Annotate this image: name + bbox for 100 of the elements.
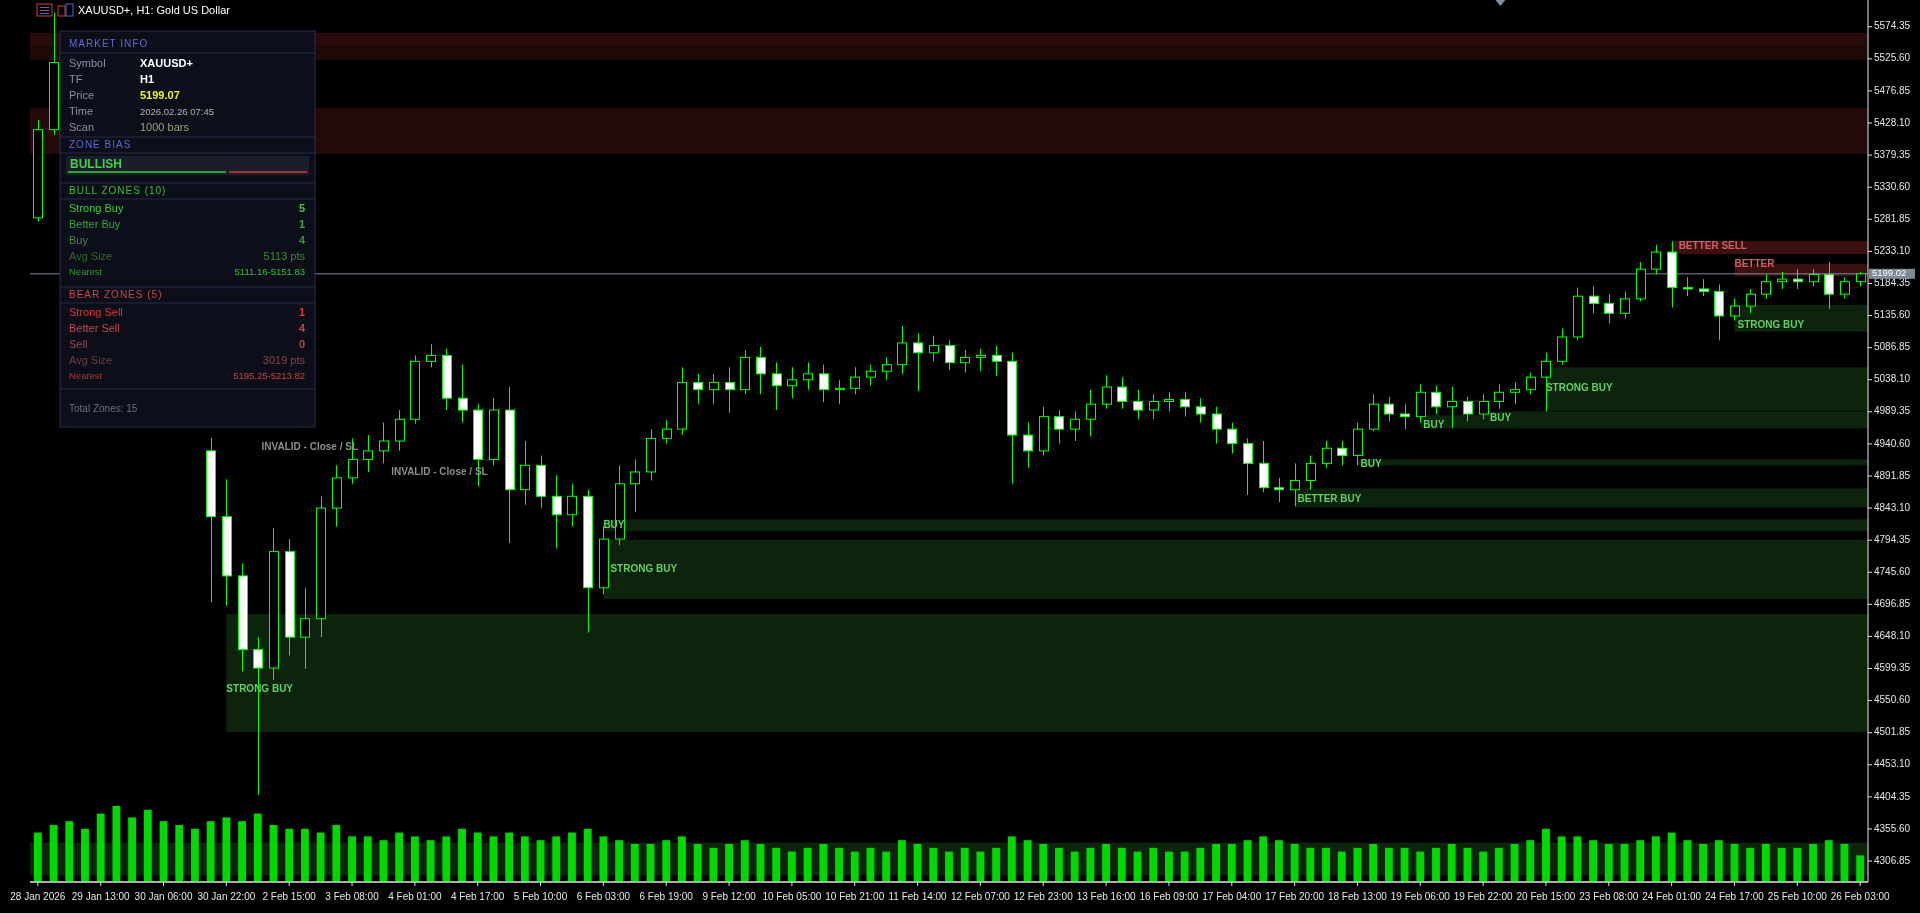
bar xyxy=(976,851,985,882)
x-tick-label: 10 Feb 05:00 xyxy=(762,890,822,902)
candlestick xyxy=(1730,298,1740,322)
annotation: BUY xyxy=(1423,418,1445,430)
candlestick xyxy=(300,587,310,670)
candlestick xyxy=(1526,372,1536,395)
bar xyxy=(1526,840,1535,882)
candlestick xyxy=(1164,391,1174,412)
bar xyxy=(1290,844,1299,882)
annotation: Scan xyxy=(69,120,95,133)
annotation: 1 xyxy=(298,305,305,318)
candlestick xyxy=(426,343,436,368)
candlestick xyxy=(458,364,468,424)
bar xyxy=(709,847,718,882)
y-tick-label: 5233.10 xyxy=(1874,245,1911,257)
candlestick xyxy=(945,339,955,371)
annotation: Buy xyxy=(69,233,89,246)
x-tick-label: 28 Jan 2026 xyxy=(10,890,66,902)
candlestick xyxy=(567,483,577,528)
candlestick xyxy=(1589,285,1599,314)
bar xyxy=(1007,836,1016,882)
candlestick xyxy=(725,366,735,414)
bar xyxy=(363,836,372,882)
annotation: BETTER SELL xyxy=(1678,240,1747,252)
bar xyxy=(348,836,356,882)
bar xyxy=(1274,840,1283,882)
bar xyxy=(599,836,608,882)
annotation: 5111.16-5151.83 xyxy=(234,265,305,277)
bar xyxy=(1824,840,1833,882)
candlestick xyxy=(1086,389,1096,437)
bar xyxy=(1447,844,1456,882)
y-tick-label: 5184.35 xyxy=(1874,277,1911,289)
bar xyxy=(1604,844,1613,882)
annotation: Better Sell xyxy=(69,321,120,334)
x-tick-label: 6 Feb 19:00 xyxy=(639,890,694,902)
annotation: 4 xyxy=(298,233,306,246)
y-tick-label: 4940.60 xyxy=(1874,437,1911,449)
candlestick xyxy=(850,366,860,395)
candlestick xyxy=(882,356,892,381)
y-tick-label: 4891.85 xyxy=(1874,469,1911,481)
x-tick-label: 17 Feb 04:00 xyxy=(1202,890,1262,902)
candlestick xyxy=(395,409,405,452)
annotation: BETTER BUY xyxy=(1297,493,1362,505)
bar xyxy=(1494,847,1503,882)
bar xyxy=(206,821,215,882)
annotation: Better Buy xyxy=(69,217,121,230)
annotation: Nearest xyxy=(69,369,103,381)
x-tick-label: 26 Feb 03:00 xyxy=(1830,890,1891,902)
bar xyxy=(442,836,451,882)
bar xyxy=(835,847,843,882)
bar xyxy=(505,832,514,882)
y-tick-label: 4306.85 xyxy=(1874,854,1911,866)
bar xyxy=(1400,847,1409,882)
candlestick xyxy=(1761,273,1771,300)
bar xyxy=(787,851,796,882)
candlestick xyxy=(1117,376,1127,410)
y-tick-label: 4745.60 xyxy=(1874,565,1911,577)
bar xyxy=(300,828,309,882)
y-tick-label: 4794.35 xyxy=(1874,533,1911,545)
bar xyxy=(1369,844,1378,882)
annotation: Total Zones: 15 xyxy=(69,402,138,414)
annotation: BULL ZONES (10) xyxy=(69,184,167,196)
bar xyxy=(1180,851,1189,882)
candlestick xyxy=(1400,403,1410,430)
candlestick xyxy=(1212,406,1222,445)
ref-line-label: 5199.02 xyxy=(1872,267,1907,279)
bar xyxy=(1086,847,1095,882)
annotation: BEAR ZONES (5) xyxy=(69,288,163,300)
candlestick xyxy=(960,349,970,374)
y-tick-label: 5428.10 xyxy=(1874,116,1911,128)
annotation: 5 xyxy=(298,201,305,214)
bar xyxy=(81,828,89,882)
candlestick xyxy=(992,345,1002,377)
bar xyxy=(1039,844,1048,882)
candlestick xyxy=(1604,293,1614,324)
x-tick-label: 16 Feb 09:00 xyxy=(1139,890,1199,902)
y-tick-label: 4648.10 xyxy=(1874,630,1911,642)
x-tick-label: 4 Feb 17:00 xyxy=(451,890,505,902)
annotation: Time xyxy=(69,104,94,117)
candlestick xyxy=(1102,374,1112,410)
annotation: 4 xyxy=(298,321,306,334)
bar xyxy=(945,851,953,882)
x-tick-label: 30 Jan 06:00 xyxy=(134,890,193,902)
candlestick xyxy=(363,434,373,473)
candlestick xyxy=(1793,268,1803,290)
bar xyxy=(1589,840,1598,882)
bar xyxy=(630,844,639,882)
candlestick xyxy=(897,325,907,375)
bar xyxy=(1337,851,1346,882)
bar xyxy=(1667,832,1676,882)
bar xyxy=(850,851,859,882)
x-tick-label: 13 Feb 16:00 xyxy=(1076,890,1136,902)
y-tick-label: 4599.35 xyxy=(1874,662,1911,674)
annotation: 5113 pts xyxy=(263,249,306,262)
candlestick xyxy=(1070,410,1080,442)
candlestick xyxy=(756,346,766,395)
x-tick-label: 19 Feb 06:00 xyxy=(1390,890,1451,902)
bar xyxy=(143,809,152,882)
y-tick-label: 5086.85 xyxy=(1874,341,1911,353)
bar xyxy=(1196,847,1205,882)
